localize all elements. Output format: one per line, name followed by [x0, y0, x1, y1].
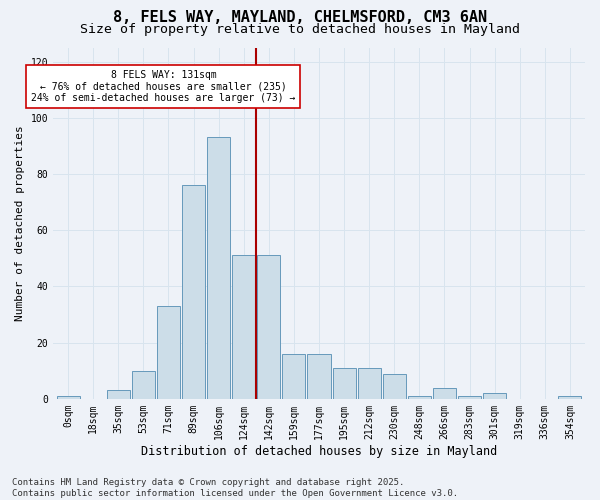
X-axis label: Distribution of detached houses by size in Mayland: Distribution of detached houses by size … [141, 444, 497, 458]
Bar [182, 185, 205, 399]
Bar [332, 368, 356, 399]
Text: Contains HM Land Registry data © Crown copyright and database right 2025.
Contai: Contains HM Land Registry data © Crown c… [12, 478, 458, 498]
Bar [283, 354, 305, 399]
Bar [56, 396, 80, 399]
Bar [559, 396, 581, 399]
Bar [433, 388, 456, 399]
Bar [383, 374, 406, 399]
Bar [257, 256, 280, 399]
Text: 8, FELS WAY, MAYLAND, CHELMSFORD, CM3 6AN: 8, FELS WAY, MAYLAND, CHELMSFORD, CM3 6A… [113, 10, 487, 25]
Bar [458, 396, 481, 399]
Bar [107, 390, 130, 399]
Text: Size of property relative to detached houses in Mayland: Size of property relative to detached ho… [80, 22, 520, 36]
Bar [358, 368, 381, 399]
Y-axis label: Number of detached properties: Number of detached properties [15, 126, 25, 321]
Bar [207, 138, 230, 399]
Bar [307, 354, 331, 399]
Text: 8 FELS WAY: 131sqm
← 76% of detached houses are smaller (235)
24% of semi-detach: 8 FELS WAY: 131sqm ← 76% of detached hou… [31, 70, 296, 103]
Bar [157, 306, 180, 399]
Bar [232, 256, 255, 399]
Bar [408, 396, 431, 399]
Bar [132, 370, 155, 399]
Bar [483, 393, 506, 399]
